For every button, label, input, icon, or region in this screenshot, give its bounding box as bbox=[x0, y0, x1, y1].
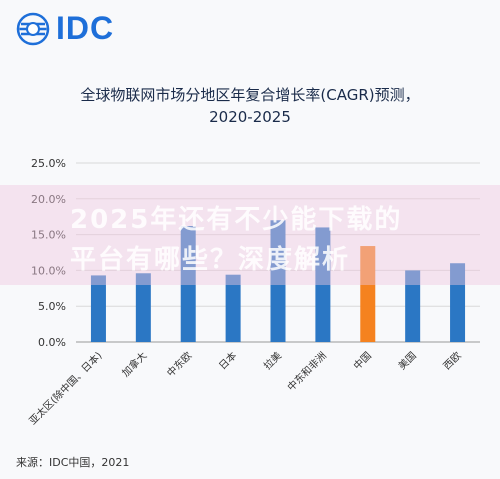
y-tick-label: 20.0% bbox=[31, 193, 66, 206]
source-note: 来源：IDC中国，2021 bbox=[16, 456, 130, 469]
logo-wordmark: IDC bbox=[56, 10, 115, 46]
x-category-label: 西欧 bbox=[441, 350, 464, 373]
bar bbox=[360, 246, 376, 342]
x-category-label: 加拿大 bbox=[119, 349, 149, 379]
x-category-label: 拉美 bbox=[261, 349, 284, 372]
bar bbox=[450, 263, 466, 342]
x-category-label: 美国 bbox=[395, 349, 418, 372]
bar bbox=[225, 274, 241, 342]
bar bbox=[90, 275, 106, 342]
watermark-line-2: 平台有哪些？深度解析 bbox=[70, 245, 351, 275]
bar bbox=[270, 220, 286, 342]
bar bbox=[405, 270, 421, 342]
y-tick-label: 25.0% bbox=[31, 157, 66, 170]
idc-globe-icon bbox=[16, 12, 50, 45]
y-tick-label: 0.0% bbox=[38, 336, 66, 349]
x-axis-labels: 亚太区(除中国、日本) 加拿大 中东欧 日本 拉美 中东和非洲 中国 美国 西欧 bbox=[26, 349, 463, 427]
y-tick-label: 5.0% bbox=[38, 300, 66, 313]
chart-title: 全球物联网市场分地区年复合增长率(CAGR)预测， bbox=[80, 86, 420, 104]
y-tick-label: 10.0% bbox=[31, 264, 66, 277]
y-tick-label: 15.0% bbox=[31, 229, 66, 242]
x-category-label: 中东欧 bbox=[164, 349, 194, 379]
watermark-band: 2025年还有不少能下载的 平台有哪些？深度解析 bbox=[0, 185, 500, 285]
chart-title-block: 全球物联网市场分地区年复合增长率(CAGR)预测， 2020-2025 bbox=[0, 84, 500, 128]
bars bbox=[90, 220, 466, 342]
watermark-line-1: 2025年还有不少能下载的 bbox=[70, 205, 403, 235]
bar bbox=[135, 273, 151, 342]
bar bbox=[315, 227, 331, 342]
y-axis-ticks: 0.0% 5.0% 10.0% 15.0% 20.0% 25.0% bbox=[31, 157, 66, 349]
x-category-label: 亚太区(除中国、日本) bbox=[26, 349, 104, 427]
idc-logo: IDC bbox=[16, 10, 114, 47]
x-category-label: 中东和非洲 bbox=[284, 349, 329, 394]
bar bbox=[180, 226, 196, 342]
x-category-label: 日本 bbox=[216, 349, 239, 372]
x-category-label: 中国 bbox=[351, 349, 374, 372]
chart-subtitle: 2020-2025 bbox=[209, 108, 291, 126]
